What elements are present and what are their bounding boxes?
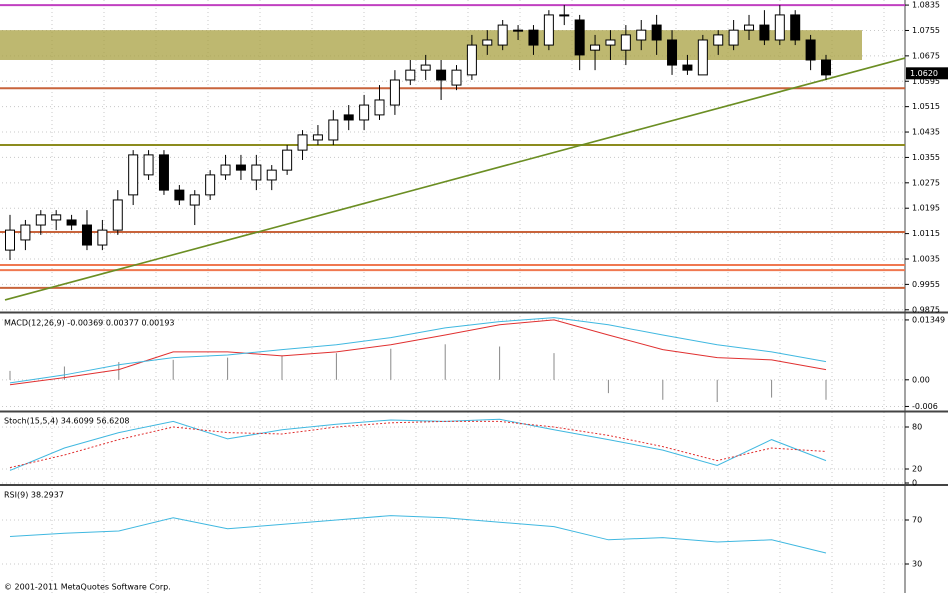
candle-body — [697, 39, 708, 76]
y-tick-label: 20 — [912, 465, 922, 474]
candle-body — [297, 134, 308, 151]
candle-body — [482, 39, 493, 46]
candle-body — [374, 99, 385, 116]
y-tick-label: 1.0675 — [912, 51, 940, 60]
last-price-label: 1.0620 — [910, 69, 938, 78]
candle-body — [744, 24, 755, 31]
y-tick-label: 80 — [912, 423, 922, 432]
candle-body — [343, 114, 354, 121]
y-tick-label: 1.0195 — [912, 204, 940, 213]
candle-body — [759, 24, 770, 41]
candle-body — [528, 29, 539, 46]
y-tick-label: 0.01349 — [912, 315, 945, 324]
candle-body — [143, 154, 154, 176]
candle-body — [605, 39, 616, 46]
last-price-box — [906, 67, 948, 80]
candle-body — [35, 214, 46, 226]
candle-body — [651, 24, 662, 41]
y-tick-label: 1.0115 — [912, 229, 940, 238]
y-tick-label: 0.9955 — [912, 280, 940, 289]
candle-body — [713, 34, 724, 46]
candle-body — [66, 219, 77, 226]
panel-label: RSI(9) 38.2937 — [4, 491, 64, 500]
candle-body — [328, 119, 339, 141]
candle-body — [451, 69, 462, 86]
candle-body — [682, 64, 693, 71]
candle-body — [805, 39, 816, 61]
panel-label: Stoch(15,5,4) 34.6099 56.6208 — [4, 417, 130, 426]
panel-label: MACD(12,26,9) -0.00369 0.00377 0.00193 — [4, 319, 175, 328]
candle-body — [774, 14, 785, 41]
candle-body — [112, 199, 123, 231]
candle-body — [20, 224, 31, 241]
indicator-line — [9, 418, 827, 471]
candle-body — [312, 134, 323, 141]
candle-body — [821, 59, 831, 76]
indicator-line — [9, 515, 827, 554]
trendline — [4, 57, 906, 301]
indicator-line — [9, 420, 827, 469]
y-tick-label: 70 — [912, 516, 922, 525]
y-tick-label: 30 — [912, 560, 922, 569]
candle-body — [81, 224, 92, 246]
candle-body — [266, 169, 277, 181]
candle-body — [559, 14, 570, 17]
candle-body — [205, 174, 216, 196]
candle-body — [497, 24, 508, 46]
candle-body — [667, 39, 678, 66]
candle-body — [235, 164, 246, 171]
candle-body — [359, 104, 370, 121]
y-tick-label: 1.0755 — [912, 26, 940, 35]
candle-body — [174, 189, 185, 201]
y-tick-label: 1.0035 — [912, 254, 940, 263]
candle-body — [790, 14, 801, 41]
candle-body — [51, 214, 62, 221]
candle-body — [405, 69, 416, 81]
y-tick-label: 1.0515 — [912, 102, 940, 111]
footer: © 2001-2011 MetaQuotes Software Corp. — [4, 583, 171, 592]
candle-body — [590, 44, 601, 51]
y-tick-label: 0.9875 — [912, 305, 940, 314]
candle-body — [97, 229, 108, 246]
candle-body — [389, 79, 400, 106]
candle-body — [128, 154, 139, 196]
candle-body — [543, 14, 554, 46]
candle-body — [282, 149, 293, 171]
candle-body — [513, 29, 524, 32]
candle-body — [158, 154, 169, 191]
candle-body — [574, 19, 585, 56]
candle-body — [251, 164, 262, 181]
y-tick-label: -0.006 — [912, 402, 938, 411]
y-tick-label: 1.0595 — [912, 77, 940, 86]
candle-body — [420, 64, 431, 71]
y-tick-label: 0 — [912, 479, 917, 488]
candle-body — [436, 69, 447, 81]
candle-body — [620, 34, 631, 51]
indicator-line — [9, 317, 827, 384]
candle-body — [220, 164, 231, 176]
y-tick-label: 0.00 — [912, 375, 930, 384]
y-tick-label: 1.0835 — [912, 1, 940, 10]
candle-body — [636, 29, 647, 41]
y-tick-label: 1.0355 — [912, 153, 940, 162]
candle-body — [466, 44, 477, 76]
candle-body — [728, 29, 739, 46]
candle-body — [5, 229, 15, 251]
y-tick-label: 1.0435 — [912, 128, 940, 137]
candle-body — [189, 194, 200, 206]
y-tick-label: 1.0275 — [912, 178, 940, 187]
